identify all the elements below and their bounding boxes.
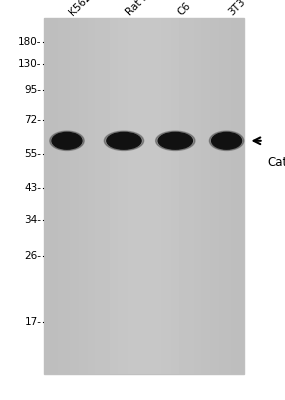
Text: Rat Brain: Rat Brain — [124, 0, 165, 17]
Text: 17-: 17- — [24, 317, 41, 327]
Ellipse shape — [50, 131, 84, 150]
Text: 26-: 26- — [24, 251, 41, 261]
Bar — [44, 18, 244, 374]
Text: 130-: 130- — [18, 59, 41, 69]
Text: C6: C6 — [175, 0, 192, 17]
Text: Catalase: Catalase — [267, 156, 285, 169]
Text: 3T3: 3T3 — [227, 0, 247, 17]
Text: K562: K562 — [67, 0, 93, 17]
Ellipse shape — [158, 132, 192, 149]
Ellipse shape — [52, 132, 82, 149]
Text: 72-: 72- — [24, 115, 41, 125]
Text: 95-: 95- — [24, 85, 41, 95]
Ellipse shape — [209, 131, 244, 150]
Text: 43-: 43- — [24, 183, 41, 193]
Ellipse shape — [104, 131, 144, 150]
Text: 34-: 34- — [24, 215, 41, 225]
Text: 180-: 180- — [18, 37, 41, 47]
Ellipse shape — [107, 132, 141, 149]
Ellipse shape — [156, 131, 195, 150]
Text: 55-: 55- — [24, 149, 41, 159]
Ellipse shape — [211, 132, 242, 149]
